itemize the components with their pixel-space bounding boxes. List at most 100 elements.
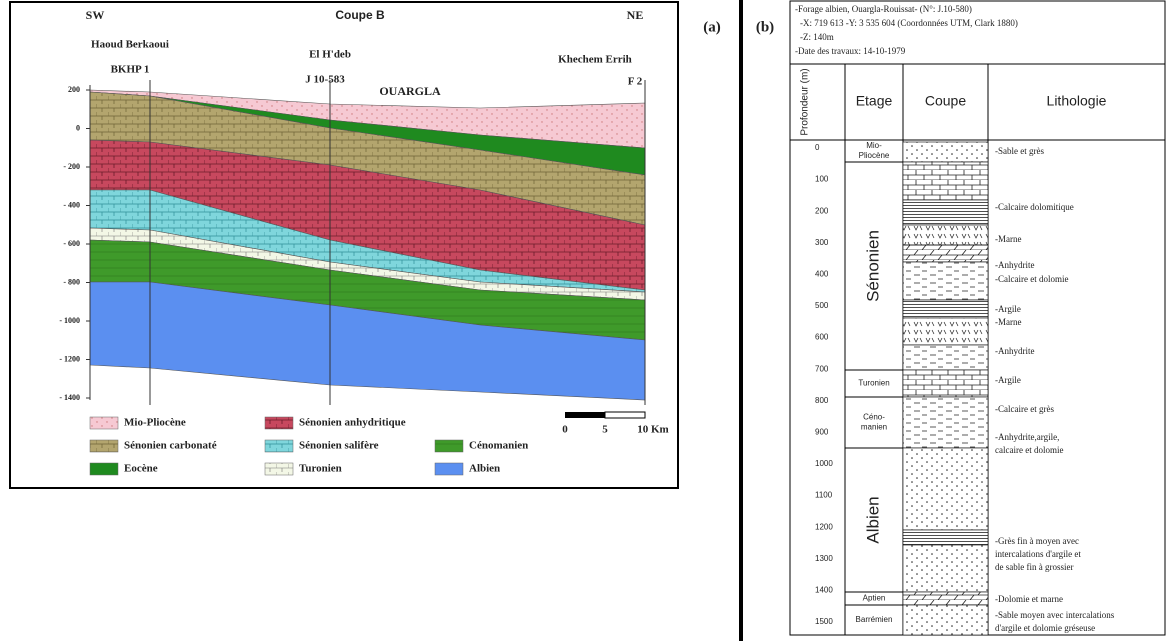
lithology-band xyxy=(903,200,988,225)
y-tick-label: - 1400 xyxy=(59,393,80,402)
stage-label: Barrémien xyxy=(856,615,893,624)
lithology-label: -Sable et grès xyxy=(995,146,1044,156)
scale-label: 5 xyxy=(602,424,608,436)
lithology-label: -Anhydrite,argile, xyxy=(995,432,1059,442)
header-line: -X: 719 613 -Y: 3 535 604 (Coordonnées U… xyxy=(800,18,1018,28)
lithology-band xyxy=(903,370,988,397)
lithology-band xyxy=(903,300,988,318)
city: OUARGLA xyxy=(379,84,441,98)
lithology-band xyxy=(903,318,988,345)
depth-label: 700 xyxy=(815,364,829,373)
legend-swatch xyxy=(435,440,463,452)
lithology-label: calcaire et dolomie xyxy=(995,445,1063,455)
depth-label: 0 xyxy=(815,143,820,152)
well-id: J 10-583 xyxy=(305,74,345,86)
well-id: BKHP 1 xyxy=(111,64,150,76)
scale-label: 10 Km xyxy=(637,424,668,436)
lithology-label: -Anhydrite xyxy=(995,260,1035,270)
lithology-label: -Calcaire dolomitique xyxy=(995,202,1074,212)
legend-label: Albien xyxy=(469,463,500,475)
y-tick-label: 200 xyxy=(68,85,80,94)
legend-swatch xyxy=(90,417,118,429)
legend-swatch xyxy=(90,463,118,475)
lithology-label: d'argile et dolomie gréseuse xyxy=(995,623,1095,633)
depth-label: 300 xyxy=(815,238,829,247)
legend-swatch xyxy=(265,417,293,429)
stage-label: Céno- xyxy=(863,413,885,422)
y-tick-label: 0 xyxy=(76,123,80,132)
well-name: Khechem Errih xyxy=(558,54,632,66)
well-id: F 2 xyxy=(628,76,643,88)
column-header: Profondeur (m) xyxy=(800,68,811,135)
stage-label: Mio- xyxy=(866,141,882,150)
column-header: Coupe xyxy=(925,93,966,109)
depth-label: 800 xyxy=(815,396,829,405)
depth-label: 200 xyxy=(815,206,829,215)
lithology-label: -Marne xyxy=(995,234,1022,244)
lithology-band xyxy=(903,397,988,448)
legend-label: Sénonien salifère xyxy=(299,440,379,452)
lithology-label: -Calcaire et grès xyxy=(995,404,1054,414)
depth-label: 1300 xyxy=(815,554,833,563)
figure: (a) (b) SW Coupe B NE Haoud Berkaoui BKHP 1 E… xyxy=(0,0,1167,641)
lithology-label: -Argile xyxy=(995,304,1021,314)
depth-label: 500 xyxy=(815,301,829,310)
depth-label: 1000 xyxy=(815,459,833,468)
scale-label: 0 xyxy=(562,424,568,436)
depth-label: 600 xyxy=(815,333,829,342)
lithology-band xyxy=(903,262,988,300)
header-line: -Date des travaux: 14-10-1979 xyxy=(795,46,906,56)
y-tick-label: - 200 xyxy=(63,162,80,171)
divider xyxy=(739,0,743,641)
depth-label: 1100 xyxy=(815,491,833,500)
panel-label: (a) xyxy=(703,19,721,35)
well-name: El H'deb xyxy=(309,49,351,61)
legend-swatch xyxy=(265,463,293,475)
depth-label: 400 xyxy=(815,270,829,279)
direction: SW xyxy=(86,8,105,22)
stage-label: Sénonien xyxy=(863,230,882,302)
y-tick-label: - 800 xyxy=(63,277,80,286)
scale-bar xyxy=(605,412,645,418)
depth-label: 1400 xyxy=(815,586,833,595)
panel-label: (b) xyxy=(756,19,774,35)
stage-label: manien xyxy=(861,423,887,432)
legend-label: Sénonien anhydritique xyxy=(299,417,406,429)
depth-label: 1200 xyxy=(815,522,833,531)
column-header: Lithologie xyxy=(1047,93,1107,109)
section-title: Coupe B xyxy=(335,8,385,22)
well-name: Haoud Berkaoui xyxy=(91,39,169,51)
depth-label: 100 xyxy=(815,175,829,184)
column-header: Etage xyxy=(856,93,893,109)
lithology-band xyxy=(903,605,988,635)
direction: NE xyxy=(627,8,644,22)
lithology-band xyxy=(903,592,988,605)
lithology-label: -Marne xyxy=(995,317,1022,327)
stage-label: Turonien xyxy=(858,379,889,388)
lithology-label: de sable fin à grossier xyxy=(995,562,1073,572)
lithology-band xyxy=(903,345,988,370)
legend-swatch xyxy=(265,440,293,452)
lithology-band xyxy=(903,225,988,245)
lithology-label: -Calcaire et dolomie xyxy=(995,274,1068,284)
header-line: -Forage albien, Ouargla-Rouissat- (N°: J… xyxy=(795,4,972,14)
lithology-band xyxy=(903,245,988,262)
lithology-label: -Sable moyen avec intercalations xyxy=(995,610,1115,620)
legend-label: Turonien xyxy=(299,463,342,475)
stage-label: Aptien xyxy=(863,594,886,603)
header-line: -Z: 140m xyxy=(800,32,834,42)
lithology-band xyxy=(903,545,988,592)
scale-bar xyxy=(565,412,605,418)
legend-label: Eocène xyxy=(124,463,158,475)
legend-label: Mio-Pliocène xyxy=(124,417,186,429)
lithology-label: -Dolomie et marne xyxy=(995,594,1063,604)
y-tick-label: - 600 xyxy=(63,239,80,248)
lithology-band xyxy=(903,142,988,162)
depth-label: 900 xyxy=(815,428,829,437)
lithology-band xyxy=(903,162,988,200)
legend-label: Sénonien carbonaté xyxy=(124,440,217,452)
legend-swatch xyxy=(435,463,463,475)
y-tick-label: - 1000 xyxy=(59,316,80,325)
legend-label: Cénomanien xyxy=(469,440,528,452)
lithology-band xyxy=(903,448,988,530)
